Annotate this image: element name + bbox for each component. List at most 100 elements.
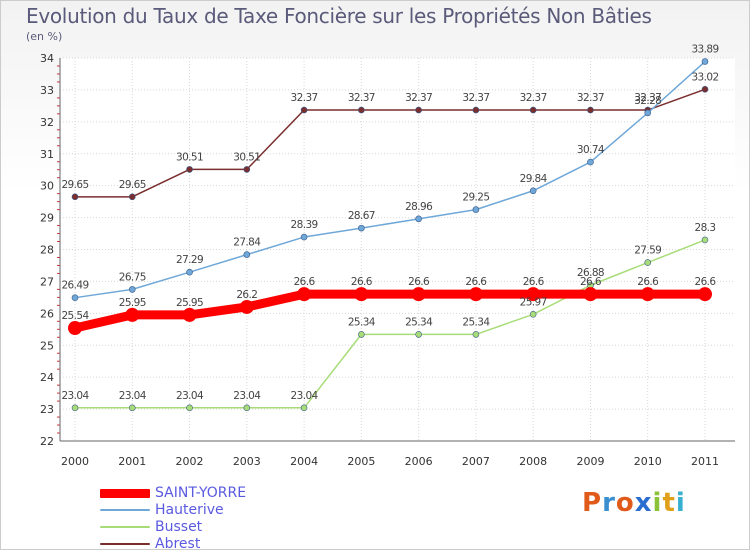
series-line-busset (74, 239, 706, 409)
data-point-abrest (529, 106, 537, 114)
data-point-busset (415, 331, 422, 338)
y-tick-label: 34 (40, 52, 54, 65)
data-point-hauterive (300, 233, 308, 241)
y-tick-label: 27 (40, 275, 54, 288)
data-label-busset: 25.97 (520, 296, 547, 308)
y-tick-label: 31 (40, 148, 54, 161)
data-label-abrest: 32.37 (291, 92, 318, 104)
data-point-saint-yorre (182, 307, 197, 322)
data-point-saint-yorre (698, 287, 712, 302)
data-label-hauterive: 26.49 (61, 280, 88, 292)
data-label-abrest: 29.65 (61, 179, 88, 191)
data-point-busset (644, 259, 652, 266)
logo-letter: i (675, 488, 686, 518)
data-label-hauterive: 33.89 (691, 44, 718, 56)
data-point-abrest (415, 106, 422, 114)
legend-label: SAINT-YORRE (155, 485, 247, 501)
y-tick-label: 30 (40, 180, 54, 193)
logo-letter: i (652, 488, 663, 518)
data-label-busset: 25.34 (462, 316, 490, 328)
logo-letter: x (634, 488, 653, 518)
y-tick-label: 33 (40, 84, 54, 97)
data-point-hauterive (644, 109, 652, 117)
data-label-saint-yorre: 26.6 (637, 276, 659, 288)
logo-letter: P (582, 488, 603, 518)
data-label-busset: 23.04 (291, 390, 319, 402)
x-tick-label: 2001 (118, 455, 146, 468)
data-point-hauterive (415, 215, 422, 223)
y-tick-label: 23 (40, 403, 54, 416)
legend-swatch (100, 509, 150, 511)
data-point-hauterive (71, 294, 79, 301)
data-point-saint-yorre (526, 287, 541, 302)
series-line-abrest (74, 88, 706, 198)
data-point-busset (300, 404, 308, 412)
x-tick-label: 2009 (576, 455, 604, 468)
data-label-busset: 23.04 (119, 390, 147, 402)
data-label-hauterive: 26.75 (119, 271, 146, 283)
data-point-hauterive (186, 268, 193, 276)
data-point-saint-yorre (354, 287, 369, 302)
data-label-abrest: 32.37 (577, 92, 604, 104)
data-point-abrest (300, 106, 308, 114)
y-tick-label: 25 (40, 339, 54, 352)
x-tick-label: 2004 (290, 455, 318, 468)
data-point-saint-yorre (640, 287, 655, 302)
data-point-hauterive (587, 158, 594, 166)
data-point-hauterive (358, 224, 365, 232)
data-label-saint-yorre: 25.54 (61, 310, 89, 322)
data-point-busset (243, 404, 251, 412)
data-point-busset (128, 404, 136, 412)
data-label-saint-yorre: 26.6 (408, 276, 430, 288)
data-label-busset: 25.34 (348, 316, 376, 328)
data-label-saint-yorre: 26.6 (294, 276, 316, 288)
data-label-abrest: 29.65 (119, 179, 146, 191)
data-point-abrest (71, 193, 79, 201)
data-point-busset (358, 331, 365, 338)
data-label-saint-yorre: 26.6 (580, 276, 602, 288)
data-label-abrest: 32.37 (634, 92, 661, 104)
x-tick-label: 2002 (176, 455, 204, 468)
data-label-saint-yorre: 26.6 (351, 276, 373, 288)
proxiti-logo: Proxiti (582, 488, 686, 518)
data-point-busset (71, 404, 79, 412)
data-point-busset (529, 310, 537, 318)
data-point-busset (186, 404, 193, 412)
x-tick-label: 2005 (347, 455, 375, 468)
data-label-saint-yorre: 26.6 (465, 276, 487, 288)
data-point-abrest (186, 166, 193, 173)
data-label-abrest: 33.02 (691, 71, 718, 83)
y-tick-label: 22 (40, 435, 54, 448)
data-label-hauterive: 30.74 (577, 144, 605, 156)
series-line-hauterive (74, 60, 706, 299)
x-tick-label: 2006 (405, 455, 433, 468)
x-tick-label: 2011 (691, 455, 719, 468)
data-point-saint-yorre (468, 287, 483, 302)
data-point-abrest (128, 193, 136, 201)
data-point-saint-yorre (411, 287, 426, 302)
data-point-hauterive (128, 286, 136, 293)
data-label-saint-yorre: 26.6 (695, 276, 717, 288)
data-label-abrest: 32.37 (348, 92, 375, 104)
data-label-busset: 23.04 (61, 390, 89, 402)
x-tick-label: 2008 (519, 455, 547, 468)
data-label-saint-yorre: 26.6 (523, 276, 545, 288)
legend-label: Abrest (155, 536, 201, 552)
data-label-busset: 26.88 (577, 267, 604, 279)
data-label-busset: 23.04 (176, 390, 204, 402)
data-label-hauterive: 28.67 (348, 210, 375, 222)
data-point-saint-yorre (239, 299, 254, 314)
data-point-hauterive (243, 251, 251, 258)
data-point-hauterive (529, 187, 537, 195)
legend-swatch (100, 543, 150, 545)
data-point-busset (472, 331, 480, 338)
data-label-hauterive: 32.28 (634, 95, 661, 107)
logo-letter: t (662, 488, 676, 518)
data-point-busset (701, 236, 709, 244)
legend-label: Busset (155, 519, 203, 535)
plot-area (60, 58, 735, 441)
data-point-hauterive (472, 206, 480, 213)
y-tick-label: 24 (40, 371, 54, 384)
legend-swatch (100, 526, 150, 528)
x-tick-label: 2007 (462, 455, 490, 468)
